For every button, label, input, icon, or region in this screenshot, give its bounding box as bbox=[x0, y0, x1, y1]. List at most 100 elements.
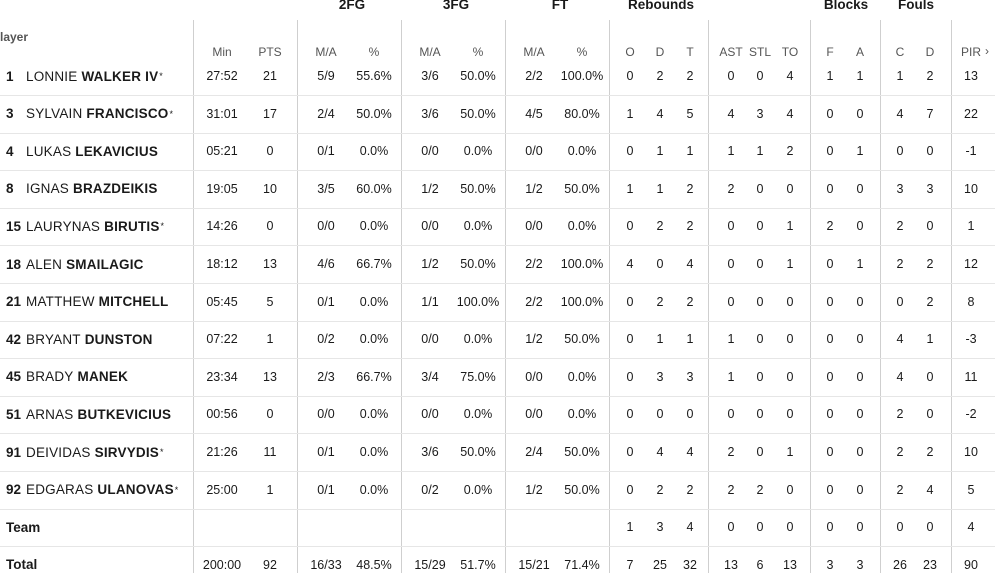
player-last-name[interactable]: LEKAVICIUS bbox=[75, 143, 159, 159]
col-header-pts[interactable]: PTS bbox=[258, 45, 282, 59]
table-row[interactable]: 8 IGNAS BRAZDEIKIS 19:05 10 3/5 60.0% 1/2 50.0% 1… bbox=[0, 170, 995, 209]
player-first-name[interactable]: SYLVAIN bbox=[26, 106, 83, 122]
player-first-name[interactable]: ARNAS bbox=[26, 406, 74, 422]
cell-pir: -3 bbox=[965, 332, 977, 347]
table-row[interactable]: 15 LAURYNAS BIRUTIS * 14:26 0 0/0 0.0% 0/0 0.0% 0/… bbox=[0, 207, 995, 247]
table-row[interactable]: 92 EDGARAS ULANOVAS * 25:00 1 0/1 0.0% 0/2 0.0% 1/… bbox=[0, 471, 995, 510]
player-first-name[interactable]: MATTHEW bbox=[26, 294, 95, 310]
player-first-name[interactable]: ALEN bbox=[26, 256, 63, 272]
player-name-cell[interactable]: 21 MATTHEW MITCHELL bbox=[0, 283, 192, 321]
col-header-player[interactable]: layer bbox=[0, 30, 29, 44]
player-name-cell[interactable]: 8 IGNAS BRAZDEIKIS bbox=[0, 170, 192, 208]
col-header-pir[interactable]: PIR bbox=[960, 45, 981, 59]
cell-blk-f: 0 bbox=[826, 520, 834, 535]
col-header-reb-d[interactable]: D bbox=[655, 45, 665, 59]
player-name-cell[interactable]: 91 DEIVIDAS SIRVYDIS * bbox=[0, 433, 192, 471]
table-row[interactable]: 21 MATTHEW MITCHELL 05:45 5 0/1 0.0% 1/1 100.0% 2… bbox=[0, 283, 995, 322]
cell-blk-a: 1 bbox=[856, 144, 864, 159]
cell-blk-a: 0 bbox=[856, 520, 864, 535]
cell-to: 0 bbox=[786, 482, 794, 497]
player-last-name[interactable]: DUNSTON bbox=[84, 331, 153, 347]
col-header-to[interactable]: TO bbox=[781, 45, 799, 59]
col-header-reb-o[interactable]: O bbox=[625, 45, 635, 59]
table-row[interactable]: 91 DEIVIDAS SIRVYDIS * 21:26 11 0/1 0.0% 3/6 50.0… bbox=[0, 433, 995, 472]
cell-pts: 10 bbox=[263, 181, 277, 196]
col-header-3fg-pct[interactable]: % bbox=[472, 45, 484, 59]
player-name-cell[interactable]: 4 LUKAS LEKAVICIUS bbox=[0, 132, 192, 170]
player-last-name[interactable]: BIRUTIS bbox=[104, 218, 160, 234]
table-row[interactable]: 51 ARNAS BUTKEVICIUS 00:56 0 0/0 0.0% 0/0 0.0% 0/… bbox=[0, 395, 995, 435]
col-header-min[interactable]: Min bbox=[212, 45, 232, 59]
table-row[interactable]: 4 LUKAS LEKAVICIUS 05:21 0 0/1 0.0% 0/0 0.0% 0/0 0… bbox=[0, 132, 995, 172]
cell-fg3-pct: 75.0% bbox=[460, 369, 496, 384]
player-name-cell[interactable]: 18 ALEN SMAILAGIC bbox=[0, 245, 192, 283]
col-header-ast[interactable]: AST bbox=[719, 45, 743, 59]
cell-reb-d: 0 bbox=[656, 257, 664, 271]
player-name-cell[interactable]: 45 BRADY MANEK bbox=[0, 358, 192, 396]
col-header-reb-t[interactable]: T bbox=[686, 45, 694, 59]
player-first-name[interactable]: BRYANT bbox=[26, 331, 81, 347]
table-row[interactable]: 42 BRYANT DUNSTON 07:22 1 0/2 0.0% 0/0 0.0% 1/2 50… bbox=[0, 320, 995, 360]
player-name-cell[interactable]: 3 SYLVAIN FRANCISCO * bbox=[0, 95, 192, 133]
col-header-2fg-pct[interactable]: % bbox=[368, 45, 380, 59]
player-first-name[interactable]: IGNAS bbox=[26, 181, 70, 197]
cell-fg3-ma: 0/2 bbox=[421, 482, 439, 497]
cell-fg3-pct: 51.7% bbox=[460, 557, 496, 572]
cell-fg2-ma: 3/5 bbox=[317, 181, 335, 196]
col-header-foul-c[interactable]: C bbox=[895, 45, 905, 59]
col-header-2fg-ma[interactable]: M/A bbox=[315, 45, 337, 59]
player-last-name[interactable]: SMAILAGIC bbox=[66, 256, 144, 272]
cell-fg3-ma: 0/0 bbox=[421, 219, 439, 234]
cell-ft-pct: 100.0% bbox=[560, 294, 604, 309]
cell-stl: 0 bbox=[756, 332, 764, 347]
cell-reb-d: 0 bbox=[656, 407, 664, 422]
table-row[interactable]: 45 BRADY MANEK 23:34 13 2/3 66.7% 3/4 75.0% 0/0 0.… bbox=[0, 358, 995, 397]
group-header-ft: FT bbox=[551, 0, 569, 12]
cell-to: 2 bbox=[786, 144, 794, 159]
player-first-name[interactable]: BRADY bbox=[26, 369, 74, 385]
player-last-name[interactable]: BUTKEVICIUS bbox=[77, 406, 172, 422]
player-last-name[interactable]: ULANOVAS bbox=[97, 482, 174, 498]
player-last-name[interactable]: BRAZDEIKIS bbox=[73, 181, 158, 197]
player-first-name[interactable]: LUKAS bbox=[26, 143, 72, 159]
player-name-cell[interactable]: 92 EDGARAS ULANOVAS * bbox=[0, 471, 192, 509]
player-first-name[interactable]: LONNIE bbox=[26, 68, 78, 84]
total-label: Total bbox=[6, 557, 38, 573]
player-first-name[interactable]: DEIVIDAS bbox=[26, 444, 91, 460]
column-divider bbox=[951, 20, 952, 573]
col-header-foul-d[interactable]: D bbox=[925, 45, 935, 59]
player-last-name[interactable]: FRANCISCO bbox=[86, 106, 169, 122]
cell-foul-c: 4 bbox=[896, 332, 904, 347]
cell-reb-t: 4 bbox=[686, 520, 694, 535]
col-header-blk-f[interactable]: F bbox=[826, 45, 834, 59]
table-row[interactable]: 1 LONNIE WALKER IV * 27:52 21 5/9 55.6% 3/6 50.0%… bbox=[0, 57, 995, 96]
table-row[interactable]: 3 SYLVAIN FRANCISCO * 31:01 17 2/4 50.0% 3/6 50.0… bbox=[0, 95, 995, 134]
cell-fg2-ma: 4/6 bbox=[317, 257, 335, 271]
cell-fg2-ma: 0/2 bbox=[317, 332, 335, 347]
player-first-name[interactable]: LAURYNAS bbox=[26, 218, 101, 234]
player-last-name[interactable]: MITCHELL bbox=[98, 294, 169, 310]
col-header-ft-pct[interactable]: % bbox=[576, 45, 588, 59]
table-row[interactable]: 18 ALEN SMAILAGIC 18:12 13 4/6 66.7% 1/2 50.0% 2/… bbox=[0, 245, 995, 284]
player-last-name[interactable]: MANEK bbox=[77, 369, 129, 385]
col-header-3fg-ma[interactable]: M/A bbox=[419, 45, 441, 59]
cell-to: 0 bbox=[786, 520, 794, 535]
col-header-stl[interactable]: STL bbox=[748, 45, 771, 59]
col-header-ft-ma[interactable]: M/A bbox=[523, 45, 545, 59]
player-last-name[interactable]: SIRVYDIS bbox=[94, 444, 159, 460]
player-name-cell[interactable]: 51 ARNAS BUTKEVICIUS bbox=[0, 395, 192, 433]
cell-reb-d: 25 bbox=[653, 557, 667, 572]
cell-to: 0 bbox=[786, 294, 794, 309]
cell-reb-d: 4 bbox=[656, 445, 664, 459]
cell-pir: 5 bbox=[967, 482, 975, 497]
col-header-blk-a[interactable]: A bbox=[855, 45, 864, 59]
player-name-cell[interactable]: 1 LONNIE WALKER IV * bbox=[0, 57, 192, 95]
player-name-cell[interactable]: 42 BRYANT DUNSTON bbox=[0, 320, 192, 358]
chevron-right-icon[interactable]: › bbox=[985, 44, 989, 58]
cell-min: 18:12 bbox=[206, 257, 238, 271]
cell-foul-d: 7 bbox=[926, 106, 934, 121]
cell-ft-pct: 0.0% bbox=[567, 407, 597, 422]
player-first-name[interactable]: EDGARAS bbox=[26, 482, 94, 498]
player-name-cell[interactable]: 15 LAURYNAS BIRUTIS * bbox=[0, 207, 192, 245]
player-last-name[interactable]: WALKER IV bbox=[81, 68, 159, 84]
